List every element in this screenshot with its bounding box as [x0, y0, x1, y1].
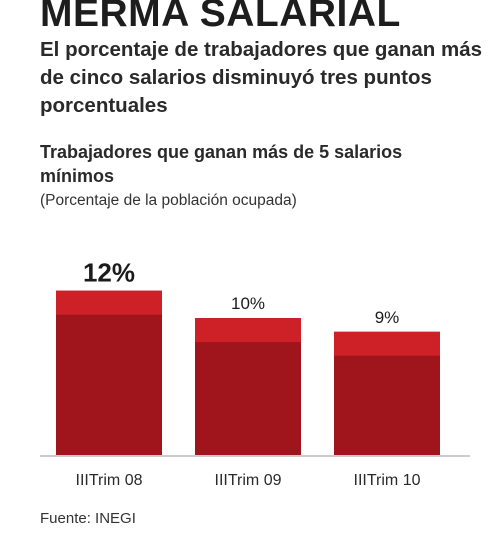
category-label-2: IIITrim 09: [215, 472, 282, 489]
subheadline: El porcentaje de trabajadores que ganan …: [40, 38, 483, 117]
bar-1-top-band: [56, 290, 162, 315]
value-label-2: 10%: [231, 294, 265, 313]
bar-3-top-band: [334, 331, 440, 356]
source-note: Fuente: INEGI: [40, 510, 136, 527]
category-label-3: IIITrim 10: [354, 472, 421, 489]
bar-chart: 12% IIITrim 08 10% IIITrim 09 9% IIITrim 10: [40, 258, 470, 489]
value-label-1: 12%: [83, 258, 135, 288]
headline: MERMA SALARIAL: [40, 0, 401, 35]
value-label-3: 9%: [375, 308, 400, 327]
bar-1: [56, 290, 162, 455]
chart-title: Trabajadores que ganan más de 5 salarios…: [40, 142, 403, 186]
bar-2-top-band: [195, 318, 301, 343]
category-label-1: IIITrim 08: [76, 472, 143, 489]
chart-subtitle: (Porcentaje de la población ocupada): [40, 192, 297, 209]
